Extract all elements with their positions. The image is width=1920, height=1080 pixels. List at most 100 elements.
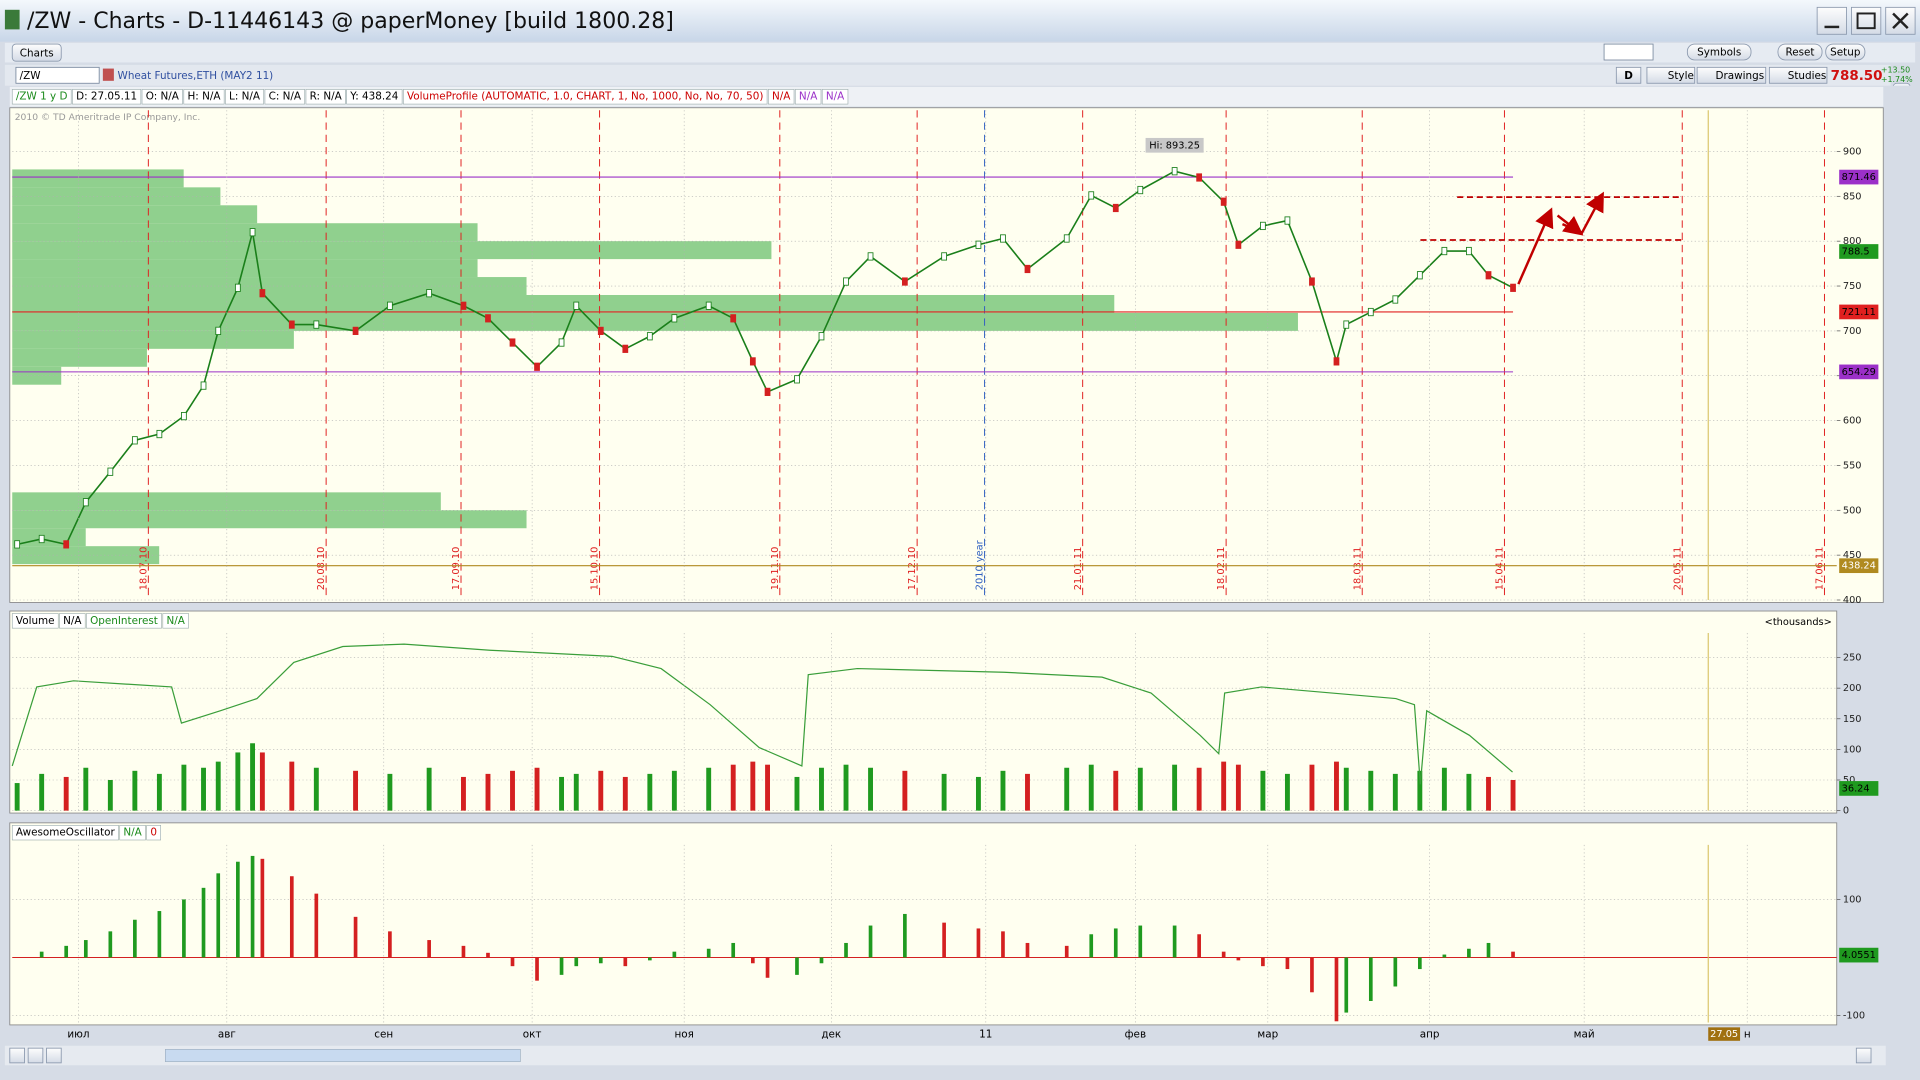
zoom-in-button[interactable] [27, 1047, 44, 1064]
oscillator-bar [1001, 931, 1005, 958]
maximize-button[interactable] [1851, 6, 1882, 35]
price-candle [1112, 203, 1119, 213]
charts-tab[interactable] [11, 43, 62, 62]
volume-bar [975, 776, 981, 811]
tab-label: Charts [20, 47, 54, 59]
drawings-button[interactable] [1696, 66, 1767, 84]
cursor-box [1708, 1027, 1741, 1041]
volume-panel [9, 610, 1838, 814]
volume-bar [1235, 764, 1241, 811]
volume-bar [1025, 773, 1030, 811]
price-candle [460, 301, 467, 310]
price-candle [794, 375, 800, 384]
price-candle [705, 301, 712, 310]
price-candle [818, 332, 825, 341]
price-candle [259, 289, 266, 298]
price-candle [249, 228, 256, 237]
price-candle [1171, 167, 1178, 176]
volume-bar [730, 764, 736, 811]
search-input[interactable] [1603, 43, 1654, 61]
oscillator-bar [1285, 957, 1290, 970]
oscillator-bar [201, 887, 206, 958]
oscillator-bar [1197, 934, 1201, 958]
oscillator-bar [216, 873, 221, 958]
button-label: Reset [1785, 47, 1814, 59]
style-button[interactable] [1646, 66, 1696, 84]
oscillator-bar [108, 931, 113, 958]
value-label: 4.0551 [1842, 950, 1876, 961]
header-label: VolumeProfile (AUTOMATIC, 1.0, CHART, 1,… [407, 91, 763, 103]
zoom-out-button[interactable] [46, 1047, 62, 1064]
header-label: N/A [826, 91, 845, 103]
header-label: 0 [150, 827, 157, 839]
price-candle [107, 467, 114, 476]
setup-button[interactable] [1825, 43, 1866, 61]
volume-profile-bar [12, 205, 258, 224]
oscillator-bar [1486, 942, 1491, 958]
oscillator-bar [182, 899, 186, 958]
oscillator-bar [236, 861, 240, 958]
volume-bar [132, 770, 138, 811]
value-label-box [1839, 169, 1879, 185]
price-candle [1343, 320, 1350, 329]
expiration-label: 17.09.10 [451, 547, 462, 591]
price-candle [82, 498, 89, 507]
oscillator-bar [1344, 957, 1349, 1013]
volume-bar [156, 773, 162, 811]
header-box [794, 89, 822, 105]
volume-profile-bar [12, 330, 294, 349]
header-box [11, 89, 72, 105]
studies-button[interactable] [1768, 66, 1828, 84]
oscillator-bar [427, 940, 431, 958]
scroll-thumb[interactable] [165, 1049, 521, 1062]
volume-bar [250, 743, 256, 811]
volume-bar [843, 764, 849, 811]
volume-bar [1284, 773, 1290, 811]
volume-bar [1221, 761, 1227, 811]
header-label: N/A [63, 615, 82, 627]
zoom-button[interactable] [9, 1047, 25, 1064]
value-label: 788.5 [1842, 246, 1870, 257]
window-title: /ZW - Charts - D-11446143 @ paperMoney [… [27, 9, 674, 34]
y-tick-label: 900 [1843, 146, 1862, 157]
scroll-right-button[interactable] [1855, 1047, 1872, 1064]
y-tick-label: 750 [1843, 281, 1862, 292]
price-candle [843, 277, 849, 286]
expiration-label: 18.03.11 [1352, 547, 1363, 591]
minimize-button[interactable] [1816, 6, 1847, 35]
price-candle [730, 314, 737, 323]
volume-bar [1088, 764, 1094, 811]
symbol-input[interactable] [15, 66, 100, 84]
reset-button[interactable] [1777, 43, 1823, 61]
expiration-label: 15.10.10 [590, 547, 601, 591]
button-label: Style [1668, 70, 1694, 82]
volume-bar [1392, 773, 1398, 811]
header-label: Y: 438.24 [349, 91, 399, 103]
aggregation: D [1624, 70, 1633, 82]
price-candle [1235, 240, 1242, 249]
oscillator-bar [1113, 928, 1118, 958]
volume-bar [819, 767, 824, 811]
symbol-description: Wheat Futures,ETH (MAY2 11) [118, 70, 274, 82]
volume-bar [794, 776, 800, 811]
expiration-label: 18.07.10 [138, 547, 149, 591]
expiration-label: 17.12.10 [907, 547, 918, 591]
value-label-box [1839, 304, 1879, 320]
oscillator-panel [9, 822, 1838, 1026]
header-box [11, 825, 119, 841]
aggregation-button[interactable] [1615, 66, 1642, 84]
oscillator-bar [353, 916, 358, 958]
oscillator-bar [133, 919, 137, 958]
price-candle [534, 362, 540, 371]
chart-layer: /ZW 1 y D D: 27.05.11 O: N/A H: N/A L: N/A C:… [11, 82, 1911, 1041]
oscillator-bar [819, 957, 824, 964]
volume-bar [83, 767, 89, 811]
oscillator-bar [1310, 957, 1314, 993]
oscillator-bar [1221, 951, 1226, 958]
volume-bar [1486, 776, 1491, 811]
symbols-button[interactable] [1686, 43, 1752, 61]
header-box [146, 825, 161, 841]
volume-bar [1466, 773, 1472, 811]
volume-profile-bar [12, 169, 184, 188]
